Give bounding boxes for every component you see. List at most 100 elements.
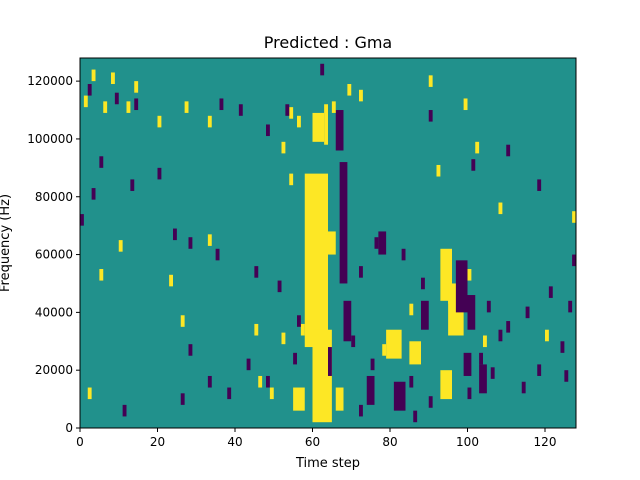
heatmap-cell-low [215,248,220,261]
y-tick-label: 0 [65,421,73,435]
heatmap-cell-low [455,260,468,313]
heatmap-cell-low [401,248,406,261]
heatmap-cell-low [393,381,406,411]
heatmap-cell-low [285,104,290,116]
heatmap-cell-low [521,381,526,394]
heatmap-cell-low [359,404,363,417]
heatmap-cell-low [246,358,251,371]
plot-frame [79,57,577,429]
heatmap-cell-high [572,211,576,223]
heatmap-cell-high [118,240,123,252]
heatmap-cell-high [331,101,336,113]
heatmap-cell-low [471,159,476,171]
x-tick-label: 40 [227,435,242,449]
y-tick-label: 20000 [35,363,73,377]
heatmap-cell-high [324,104,328,145]
heatmap-cell-low [560,341,565,353]
heatmap-cell-low [506,321,511,333]
heatmap-cell-high [87,387,92,400]
heatmap-cell-low [428,396,433,408]
heatmap-cell-low [409,375,414,388]
heatmap-cell-high [436,164,441,177]
y-tick-label: 80000 [35,190,73,204]
heatmap-cell-high [99,269,104,281]
plot-area [79,57,577,429]
heatmap-cell-high [409,341,421,365]
heatmap-cell-high [134,81,139,93]
y-axis: 0 20000 40000 60000 80000 100000 120000 [27,74,80,435]
heatmap-cell-low [374,237,379,249]
y-tick-label: 100000 [27,132,73,146]
heatmap-cell-high [126,101,131,113]
heatmap-cell-high [289,173,294,186]
heatmap-cell-low [351,335,356,348]
heatmap-cell-high [304,173,328,348]
heatmap-cell-low [490,367,495,379]
heatmap-cell-low [227,387,232,400]
heatmap-cell-low [479,364,487,394]
heatmap-cell-high [169,274,173,287]
heatmap-cell-high [328,231,336,255]
heatmap-cell-low [277,280,282,293]
heatmap-cell-high [463,98,468,111]
heatmap-cell-high [312,118,317,131]
heatmap-cell-low [207,375,212,388]
heatmap-cell-low [339,127,344,139]
heatmap-cell-high [359,89,363,102]
heatmap-cell-low [157,167,162,180]
heatmap-cell-low [173,228,177,241]
heatmap-cell-high [184,101,189,113]
heatmap-cell-low [266,124,270,137]
heatmap-cell-high [281,332,286,345]
heatmap-cell-low [486,300,491,313]
heatmap-cell-low [568,300,573,313]
heatmap-cell-high [312,329,332,423]
heatmap-cell-low [188,344,193,356]
heatmap-cell-high [386,329,402,359]
y-tick-label: 120000 [27,74,73,88]
x-tick-label: 80 [382,435,397,449]
heatmap-cell-high [440,370,452,400]
heatmap-cell-low [421,300,429,330]
heatmap-cell-high [83,95,88,108]
heatmap-cell-high [312,112,325,142]
x-axis-label: Time step [295,456,360,471]
heatmap-cell-low [320,63,325,76]
heatmap-cell-low [537,179,542,191]
heatmap-cell-low [413,410,418,423]
x-axis: 0 20 40 60 80 100 120 [76,428,556,449]
heatmap-cell-high [103,101,108,113]
heatmap-cell-low [467,387,472,400]
heatmap-cell-low [180,393,185,405]
heatmap-cell-low [463,352,472,376]
heatmap-cell-high [289,107,294,119]
heatmap-cell-low [91,188,96,200]
heatmap-cell-low [219,98,224,111]
heatmap-cell-low [254,266,259,278]
heatmap-cell-high [467,269,472,281]
heatmap-cell-low [506,144,511,157]
heatmap-cell-low [80,214,84,226]
heatmap-cell-high [545,329,549,342]
heatmap-cell-low [238,104,243,116]
heatmap-cell-low [339,162,348,284]
x-tick-label: 0 [76,435,84,449]
heatmap-cell-high [448,292,452,304]
heatmap-cell-low [479,352,483,365]
heatmap-cell-low [99,156,104,168]
heatmap-cell-low [564,370,569,382]
heatmap-cell-high [258,375,263,388]
heatmap-cell-high [157,115,162,128]
x-tick-label: 120 [534,435,557,449]
heatmap-cell-high [498,202,503,215]
heatmap-cell-low [297,315,301,327]
x-tick-label: 60 [305,435,320,449]
heatmap-cell-high [475,141,480,154]
heatmap-cell-low [548,286,553,298]
heatmap-cell-high [409,303,414,316]
heatmap-cell-low [266,375,270,388]
heatmap-cell-high [207,234,212,246]
heatmap-cell-low [343,300,352,342]
heatmap-cell-high [111,72,115,85]
